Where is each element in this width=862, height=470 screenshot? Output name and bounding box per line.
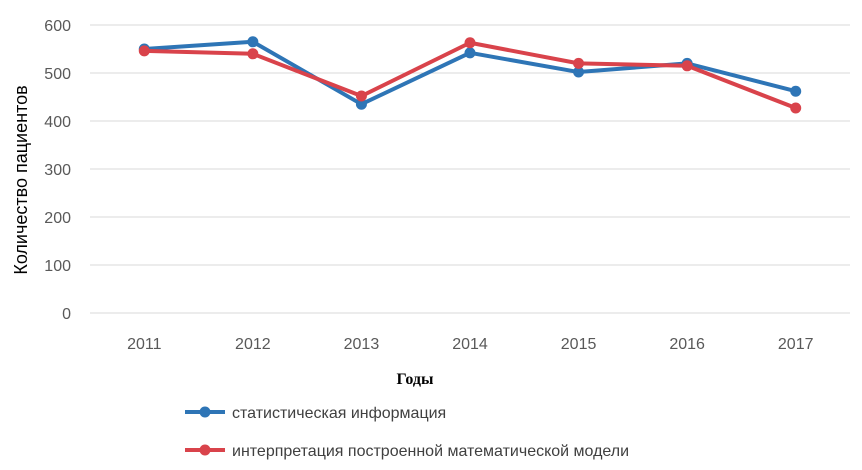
x-tick-label: 2012 [235,336,271,353]
y-tick-label: 100 [44,258,71,275]
y-tick-label: 500 [44,66,71,83]
legend-label: статистическая информация [232,405,446,422]
data-point [573,57,585,69]
x-tick-label: 2016 [669,336,705,353]
x-tick-label: 2013 [344,336,380,353]
gridlines [90,24,850,314]
y-axis-ticks: 0 100 200 300 400 500 600 [44,18,71,323]
legend-label: интерпретация построенной математической… [232,443,629,460]
legend: статистическая информация интерпретация п… [185,405,629,460]
data-point [681,60,693,72]
data-point [464,37,476,49]
data-point [573,66,585,78]
data-point [355,98,367,110]
data-point [247,36,259,48]
x-tick-label: 2017 [778,336,814,353]
data-point [355,90,367,102]
x-axis-title: Годы [397,371,434,388]
x-tick-label: 2015 [561,336,597,353]
y-axis-title: Количество пациентов [11,85,31,274]
legend-marker [199,444,211,456]
y-tick-label: 300 [44,162,71,179]
data-point [790,85,802,97]
data-point [247,48,259,60]
x-tick-label: 2011 [127,336,162,353]
y-tick-label: 0 [62,306,71,323]
series-group [138,36,802,114]
x-tick-label: 2014 [452,336,488,353]
x-axis-ticks: 2011 2012 2013 2014 2015 2016 2017 [127,336,814,353]
y-tick-label: 400 [44,114,71,131]
legend-marker [199,406,211,418]
y-tick-label: 600 [44,18,71,35]
y-tick-label: 200 [44,210,71,227]
data-point [138,45,150,57]
data-point [790,102,802,114]
data-point [464,47,476,59]
